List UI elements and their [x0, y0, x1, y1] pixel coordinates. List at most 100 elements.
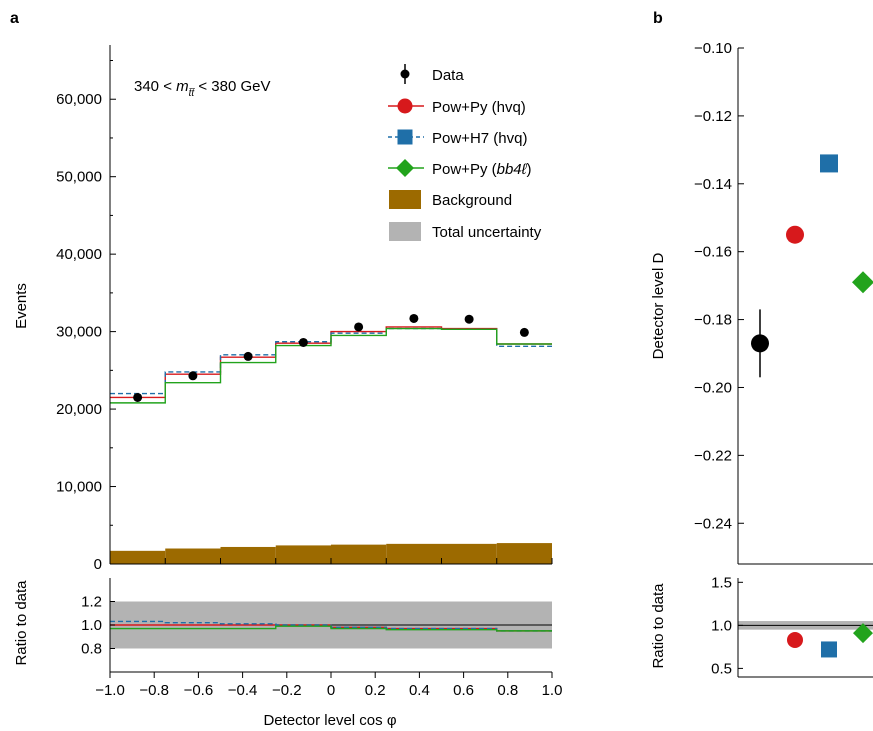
data-point-1 — [133, 392, 143, 402]
panel-a-ratio-ytick-label-3: 1.2 — [81, 594, 102, 611]
panel-b-ytick-label-6: −0.20 — [694, 379, 732, 396]
legend-bb4l-label-italic: bb4ℓ — [497, 161, 528, 178]
panel-b-ytick-label-4: −0.16 — [694, 244, 732, 261]
panel-a-ytick-label-4: 30,000 — [56, 324, 102, 341]
panel-b-label: b — [653, 10, 663, 27]
panel-b-ratio-ytick-label-2: 1.0 — [711, 617, 732, 634]
panel-b-ytick-label-1: −0.10 — [694, 40, 732, 57]
panel-b-axes: −0.10 −0.12 −0.14 −0.16 −0.18 −0.20 −0.22 −0.24… — [694, 40, 873, 678]
legend-uncertainty-label: Total uncertainty — [432, 224, 542, 241]
panel-a-ratio-ytick-label-1: 0.8 — [81, 641, 102, 658]
legend-item-pow-h7-hvq: Pow+H7 (hvq) — [388, 129, 527, 147]
panel-a-ytick-label-7: 60,000 — [56, 91, 102, 108]
panel-b-point-pow-py-bb4 — [852, 271, 873, 294]
data-point-4 — [298, 337, 308, 347]
data-point-6 — [409, 313, 419, 323]
data-point-7 — [464, 314, 474, 324]
legend-pow-h7-hvq-marker — [397, 129, 413, 145]
panel-b-ytick-label-2: −0.12 — [694, 108, 732, 125]
annotation-pre: 340 < — [134, 78, 176, 95]
annotation-var: m — [176, 78, 189, 95]
legend-background-label: Background — [432, 192, 512, 209]
panel-b-ratio-point-pow-h7-hvq — [821, 641, 837, 658]
panel-b-ratio-uncertainty-band — [738, 621, 873, 630]
panel-b-point-data — [751, 334, 769, 353]
legend-item-pow-py-hvq: Pow+Py (hvq) — [388, 98, 526, 116]
panel-a-ytick-label-6: 50,000 — [56, 169, 102, 186]
panel-a-xlabel: Detector level cos φ — [263, 712, 396, 729]
panel-b-point-pow-h7-hvq — [820, 154, 838, 173]
panel-b-point-pow-py-hvq — [786, 225, 804, 244]
panel-a-ratio-xtick-label-10: 0.8 — [497, 682, 518, 699]
legend-bb4l-label-post: ) — [527, 161, 532, 178]
panel-a-ratio-xtick-label-1: −1.0 — [95, 682, 125, 699]
panel-a-ratio-xtick-label-2: −0.8 — [139, 682, 169, 699]
annotation-sub: t̄t̄ — [189, 87, 196, 99]
panel-a-ytick-label-2: 10,000 — [56, 479, 102, 496]
panel-a-ratio-xtick-label-5: −0.2 — [272, 682, 302, 699]
legend: Data Pow+Py (hvq) Pow+H7 (hvq) Pow+Py (b… — [388, 64, 542, 241]
panel-a-ratio-ylabel: Ratio to data — [13, 580, 30, 666]
ratio-pow-py-bb4 — [110, 625, 552, 632]
legend-pow-h7-hvq-label: Pow+H7 (hvq) — [432, 130, 527, 147]
panel-a-ytick-label-1: 0 — [94, 556, 102, 573]
legend-data-label: Data — [432, 67, 464, 84]
legend-item-background: Background — [389, 190, 512, 209]
legend-bb4l-marker — [396, 159, 414, 177]
panel-b-ratio-ytick-label-1: 0.5 — [711, 660, 732, 677]
data-point-3 — [243, 351, 253, 361]
legend-bb4l-label: Pow+Py (bb4ℓ) — [432, 161, 532, 178]
hist-pow-py-bb4 — [110, 327, 552, 404]
panel-a-ratio-xtick-label-7: 0.2 — [365, 682, 386, 699]
legend-item-total-uncertainty: Total uncertainty — [389, 222, 542, 241]
panel-b-ratio-ytick-label-3: 1.5 — [711, 574, 732, 591]
panel-b-ytick-label-5: −0.18 — [694, 312, 732, 329]
background-bar-3 — [220, 546, 276, 564]
background-bar-8 — [496, 543, 552, 564]
legend-data-marker — [400, 69, 410, 79]
panel-b-ratio-ylabel: Ratio to data — [650, 583, 667, 669]
panel-b-ytick-label-8: −0.24 — [694, 515, 732, 532]
panel-b-ratio-point-pow-py-hvq — [787, 631, 803, 648]
legend-background-swatch — [389, 190, 421, 209]
background-bar-4 — [275, 545, 331, 564]
ratio-pow-h7-hvq — [110, 620, 552, 632]
background-bar-7 — [441, 543, 497, 564]
annotation-post: < 380 GeV — [194, 78, 270, 95]
panel-a-ratio-xtick-label-9: 0.6 — [453, 682, 474, 699]
legend-item-data: Data — [400, 64, 464, 84]
legend-uncertainty-swatch — [389, 222, 421, 241]
panel-b-points — [751, 154, 873, 658]
panel-a-axes: 0 10,000 20,000 30,000 40,000 50,000 60,000 0.8… — [56, 45, 562, 699]
panel-a-mass-annotation: 340 < mt̄t̄ < 380 GeV — [134, 78, 271, 99]
panel-a-label: a — [10, 10, 19, 27]
panel-a-ratio-xtick-label-6: 0 — [327, 682, 335, 699]
panel-b-ytick-label-3: −0.14 — [694, 176, 732, 193]
panel-a-ratio-xtick-label-4: −0.4 — [228, 682, 258, 699]
panel-a-ratio-xtick-label-8: 0.4 — [409, 682, 430, 699]
panel-a-ratio-xtick-label-11: 1.0 — [542, 682, 563, 699]
legend-bb4l-label-pre: Pow+Py ( — [432, 161, 497, 178]
data-point-2 — [188, 371, 198, 381]
data-point-8 — [519, 327, 529, 337]
panel-a-data-points — [133, 313, 529, 402]
panel-a-ratio-xtick-label-3: −0.6 — [184, 682, 214, 699]
background-bar-6 — [386, 543, 442, 564]
panel-a-ratio-ytick-label-2: 1.0 — [81, 617, 102, 634]
background-bar-5 — [331, 544, 387, 564]
panel-a-ylabel: Events — [13, 283, 30, 329]
legend-item-pow-py-bb4l: Pow+Py (bb4ℓ) — [388, 159, 532, 178]
panel-a-mc-histograms — [110, 326, 552, 632]
panel-b-ratio-point-pow-py-bb4 — [853, 623, 873, 644]
panel-b-ytick-label-7: −0.22 — [694, 447, 732, 464]
legend-pow-py-hvq-label: Pow+Py (hvq) — [432, 99, 526, 116]
panel-a-background-histogram — [110, 543, 552, 564]
panel-a-ytick-label-3: 20,000 — [56, 401, 102, 418]
legend-pow-py-hvq-marker — [397, 98, 413, 114]
panel-a-ytick-label-5: 40,000 — [56, 246, 102, 263]
background-bar-2 — [165, 548, 221, 564]
panel-b-ylabel: Detector level D — [650, 252, 667, 359]
data-point-5 — [354, 322, 364, 332]
background-bar-1 — [110, 550, 166, 564]
